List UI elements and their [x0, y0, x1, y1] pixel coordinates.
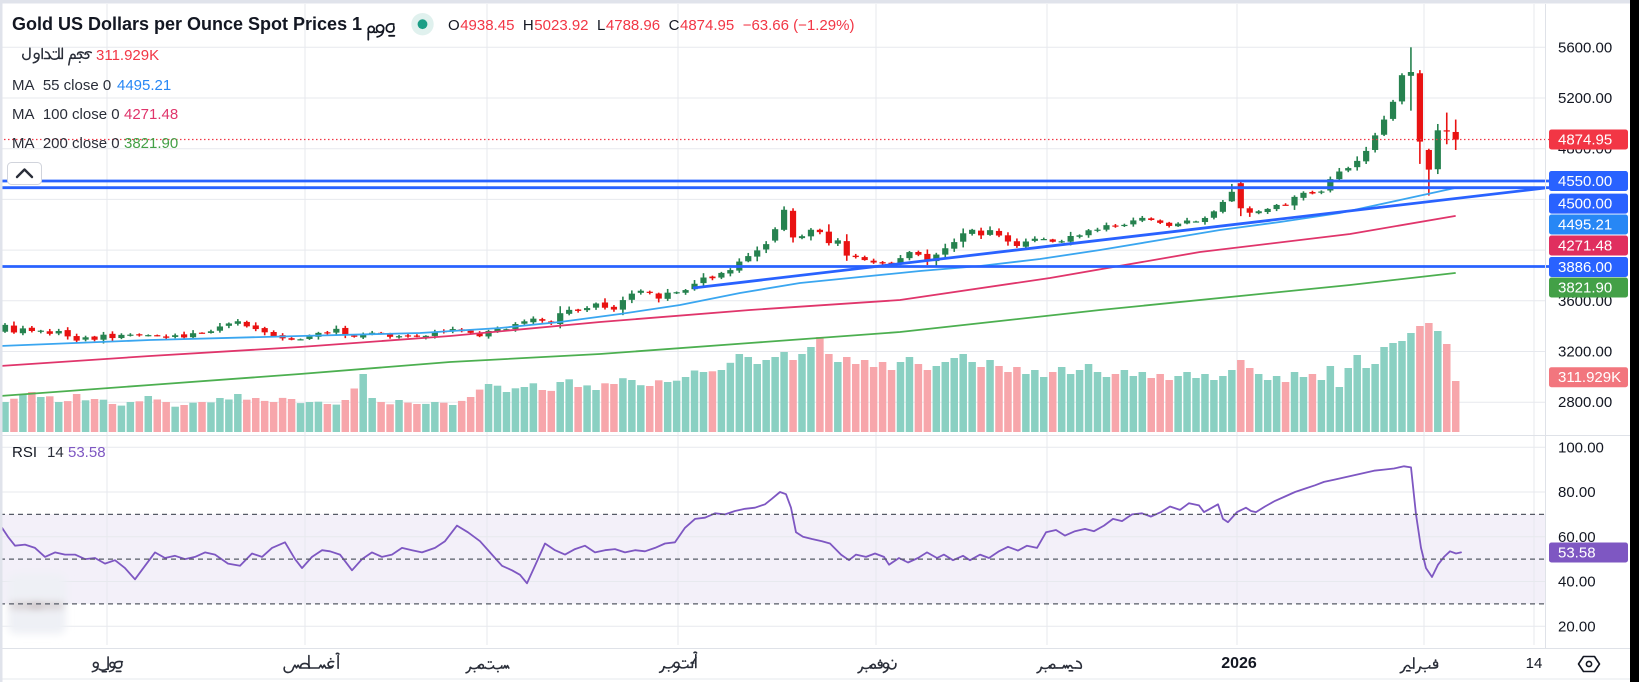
svg-text:3200.00: 3200.00 [1558, 344, 1612, 361]
svg-text:4874.95: 4874.95 [1558, 132, 1612, 149]
svg-text:4938.45: 4938.45 [460, 17, 514, 34]
svg-text:3821.90: 3821.90 [124, 135, 178, 152]
svg-text:4500.00: 4500.00 [1558, 196, 1612, 213]
svg-text:40.00: 40.00 [1558, 574, 1596, 591]
svg-text:L: L [597, 17, 605, 34]
svg-text:3821.90: 3821.90 [1558, 280, 1612, 297]
svg-text:C: C [669, 17, 680, 34]
svg-text:5600.00: 5600.00 [1558, 39, 1612, 56]
svg-text:−63.66 (−1.29%): −63.66 (−1.29%) [743, 17, 855, 34]
svg-text:4271.48: 4271.48 [1558, 238, 1612, 255]
svg-text:4271.48: 4271.48 [124, 106, 178, 123]
svg-text:100.00: 100.00 [1558, 439, 1604, 456]
svg-text:14: 14 [1526, 655, 1543, 672]
svg-text:14: 14 [47, 444, 64, 461]
svg-text:20.00: 20.00 [1558, 618, 1596, 635]
svg-text:4495.21: 4495.21 [1558, 217, 1612, 234]
svg-text:4495.21: 4495.21 [117, 77, 171, 94]
svg-text:O: O [448, 17, 460, 34]
svg-text:3886.00: 3886.00 [1558, 259, 1612, 276]
svg-text:Gold US Dollars per Ounce Spot: Gold US Dollars per Ounce Spot Prices [12, 14, 347, 34]
svg-text:311.929K: 311.929K [96, 47, 159, 64]
svg-text:RSI: RSI [12, 444, 37, 461]
svg-text:60.00: 60.00 [1558, 529, 1596, 546]
svg-text:1: 1 [352, 14, 362, 34]
svg-text:MA 100 close 0: MA 100 close 0 [12, 106, 120, 123]
svg-text:5023.92: 5023.92 [534, 17, 588, 34]
svg-text:53.58: 53.58 [68, 444, 106, 461]
svg-text:80.00: 80.00 [1558, 484, 1596, 501]
svg-text:4550.00: 4550.00 [1558, 173, 1612, 190]
svg-text:H: H [523, 17, 534, 34]
svg-text:5200.00: 5200.00 [1558, 90, 1612, 107]
svg-text:4874.95: 4874.95 [680, 17, 734, 34]
svg-text:MA 55 close 0: MA 55 close 0 [12, 77, 111, 94]
svg-text:53.58: 53.58 [1558, 545, 1596, 562]
svg-text:311.929K: 311.929K [1558, 369, 1621, 386]
svg-text:2800.00: 2800.00 [1558, 394, 1612, 411]
svg-text:MA 200 close 0: MA 200 close 0 [12, 135, 120, 152]
svg-text:2026: 2026 [1221, 655, 1257, 672]
svg-text:4788.96: 4788.96 [606, 17, 660, 34]
